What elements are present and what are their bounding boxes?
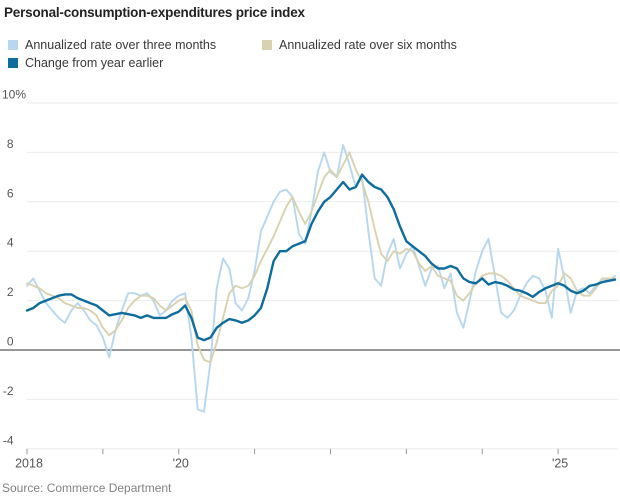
legend-label-three-month: Annualized rate over three months	[25, 38, 217, 52]
svg-text:-4: -4	[3, 433, 14, 447]
legend-item-three-month: Annualized rate over three months	[8, 38, 216, 52]
svg-text:'20: '20	[173, 456, 189, 470]
series-line-0	[26, 144, 616, 413]
legend-item-six-month: Annualized rate over six months	[262, 38, 457, 52]
svg-text:10%: 10%	[2, 88, 26, 102]
svg-text:0: 0	[7, 335, 14, 349]
series-line-1	[26, 151, 616, 364]
legend-item-year-earlier: Change from year earlier	[8, 56, 163, 70]
svg-text:4: 4	[7, 236, 14, 250]
svg-text:8: 8	[7, 137, 14, 151]
three-month-swatch-icon	[8, 40, 18, 50]
svg-text:2018: 2018	[15, 456, 43, 470]
six-month-swatch-icon	[262, 40, 272, 50]
chart-title: Personal-consumption-expenditures price …	[4, 5, 305, 20]
svg-text:6: 6	[7, 186, 14, 200]
year-earlier-swatch-icon	[8, 58, 18, 68]
svg-text:-2: -2	[3, 384, 14, 398]
svg-text:2: 2	[7, 285, 14, 299]
svg-text:'25: '25	[552, 456, 568, 470]
legend-label-year-earlier: Change from year earlier	[25, 56, 164, 70]
legend-label-six-month: Annualized rate over six months	[279, 38, 457, 52]
source-note: Source: Commerce Department	[2, 481, 172, 495]
series-line-2	[25, 173, 617, 342]
